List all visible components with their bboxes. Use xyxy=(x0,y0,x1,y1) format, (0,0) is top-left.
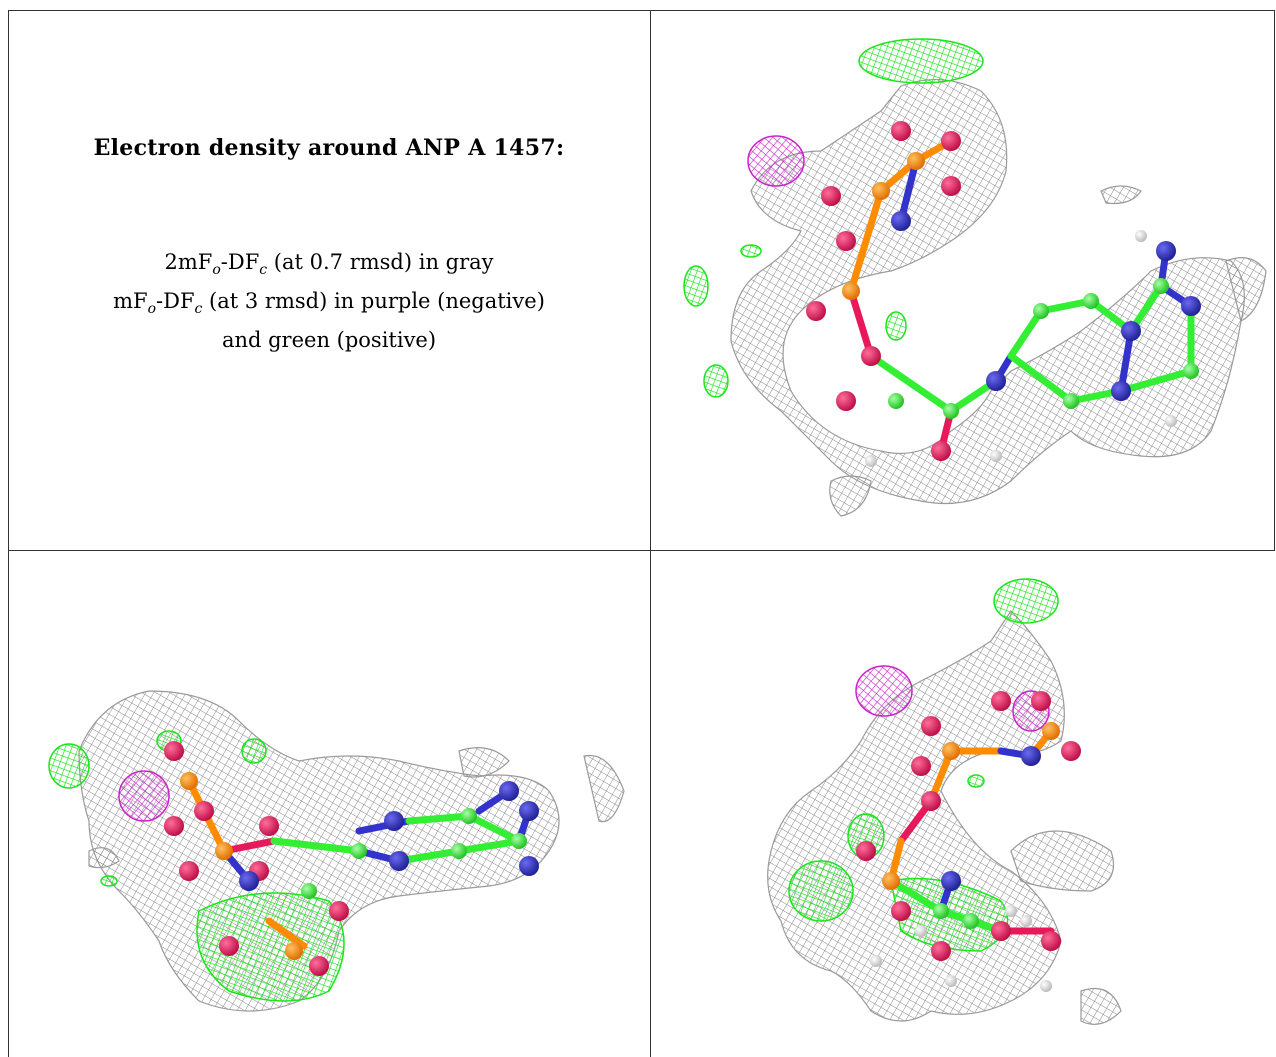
caption-legend: 2mFo-DFc (at 0.7 rmsd) in gray mFo-DFc (… xyxy=(9,247,649,356)
caption-title: Electron density around ANP A 1457: xyxy=(93,135,565,161)
legend-line-gray: 2mFo-DFc (at 0.7 rmsd) in gray xyxy=(164,250,494,279)
legend-line-diff: mFo-DFc (at 3 rmsd) in purple (negative) xyxy=(113,289,545,318)
density-panel-top-right xyxy=(651,11,1274,550)
table-border-right xyxy=(1274,11,1275,551)
caption-cell: Electron density around ANP A 1457: 2mFo… xyxy=(9,11,650,550)
caption-title-wrap: Electron density around ANP A 1457: xyxy=(9,135,649,161)
density-image-1 xyxy=(683,38,1267,517)
density-panel-bottom-left xyxy=(9,551,650,1057)
table-divider-horizontal xyxy=(9,550,1275,551)
density-image-2 xyxy=(48,690,625,1012)
density-image-3 xyxy=(767,578,1122,1025)
figure-table: Electron density around ANP A 1457: 2mFo… xyxy=(8,10,1275,1057)
legend-line-positive: and green (positive) xyxy=(221,328,437,353)
table-divider-vertical xyxy=(650,11,651,1057)
density-panel-bottom-right xyxy=(651,551,1275,1057)
